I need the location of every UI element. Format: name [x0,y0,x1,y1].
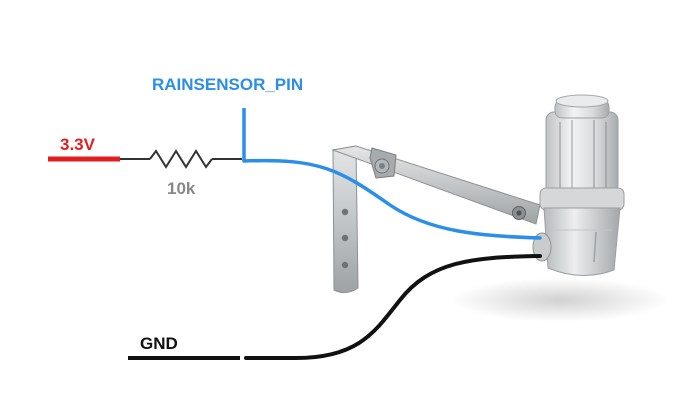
sensor-cap [545,94,619,195]
resistor-label: 10k [167,179,196,198]
sensor-shadow [450,278,670,322]
sensor-collar [539,187,625,211]
bracket-arm [331,145,541,225]
signal-wire [242,108,542,240]
resistor-zigzag [149,149,213,169]
bracket-vertical [332,145,359,294]
ground-wire [128,254,542,360]
resistor [120,149,242,169]
ground-label: GND [140,334,178,353]
signal-pin-label: RAINSENSOR_PIN [152,75,303,94]
cable-grommet [532,232,552,262]
voltage-label: 3.3V [60,135,96,154]
rain-sensor-device [331,94,625,294]
sensor-body [543,207,621,277]
